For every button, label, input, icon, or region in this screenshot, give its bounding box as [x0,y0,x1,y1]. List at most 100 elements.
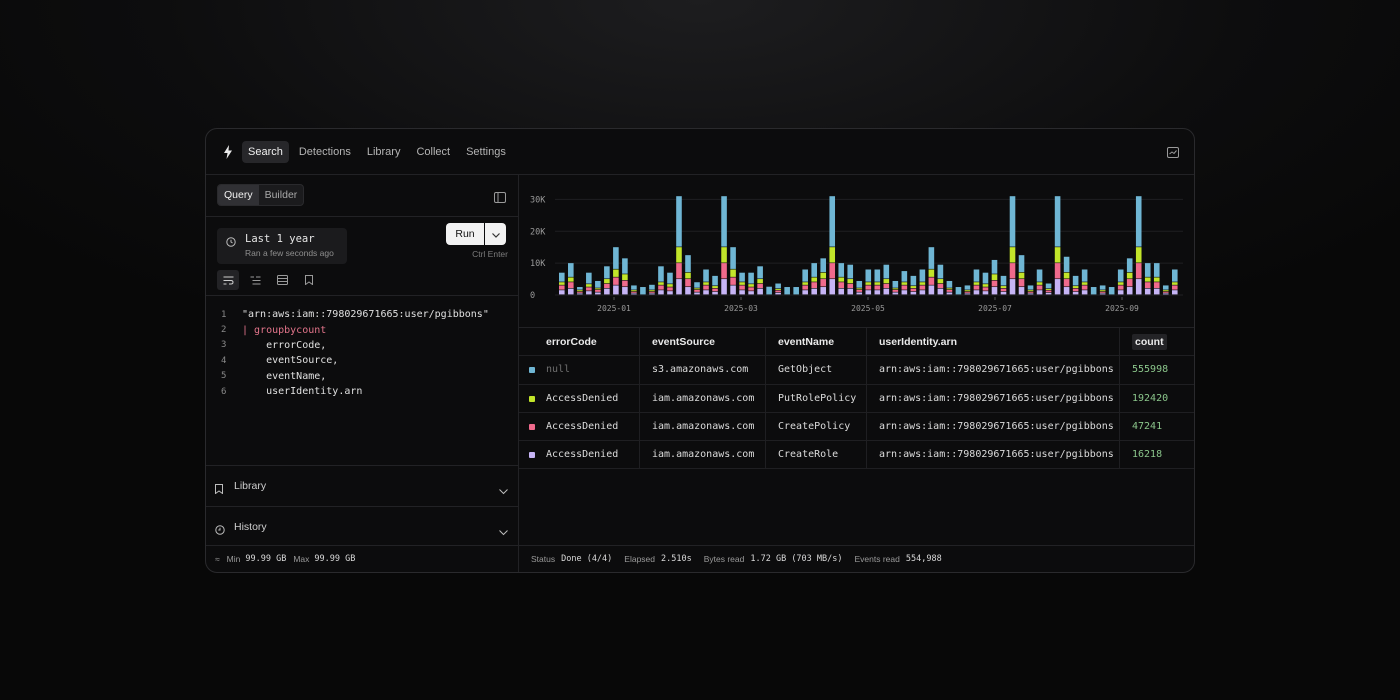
histogram-bar[interactable] [676,279,682,295]
histogram-bar[interactable] [694,288,700,290]
histogram-bar[interactable] [586,272,592,284]
histogram-bar[interactable] [703,290,709,295]
histogram-bar[interactable] [901,285,908,290]
histogram-bar[interactable] [973,285,980,290]
histogram-bar[interactable] [775,288,781,290]
histogram-bar[interactable] [559,290,565,295]
histogram-bar[interactable] [919,285,926,290]
histogram-bar[interactable] [730,277,736,285]
histogram-bar[interactable] [1171,282,1178,285]
histogram-bar[interactable] [1108,287,1115,295]
histogram-bar[interactable] [820,272,827,279]
histogram-bar[interactable] [973,290,980,295]
code-line[interactable]: 5 eventName, [206,369,518,384]
histogram-bar[interactable] [820,258,827,273]
histogram-bar[interactable] [937,264,944,279]
histogram-bar[interactable] [1153,277,1160,282]
histogram-bar[interactable] [703,282,709,285]
histogram-bar[interactable] [856,289,863,292]
histogram-bar[interactable] [568,277,574,282]
run-options-button[interactable] [485,223,506,245]
histogram-bar[interactable] [955,287,962,295]
histogram-bar[interactable] [910,286,917,289]
histogram-bar[interactable] [694,282,700,288]
histogram-bar[interactable] [604,279,610,284]
histogram-bar[interactable] [964,293,971,295]
library-accordion[interactable]: Library [206,465,518,506]
histogram-bar[interactable] [946,292,953,295]
histogram-bar[interactable] [856,292,863,295]
histogram-bar[interactable] [856,288,863,290]
histogram-bar[interactable] [595,288,601,290]
histogram-bar[interactable] [676,263,682,279]
histogram-bar[interactable] [964,291,971,293]
histogram-bar[interactable] [1045,292,1052,295]
histogram-bar[interactable] [811,282,817,289]
histogram-bar[interactable] [1090,287,1097,295]
histogram-bar[interactable] [685,287,691,295]
histogram-bar[interactable] [622,280,628,287]
histogram-bar[interactable] [676,196,682,247]
histogram-bar[interactable] [586,287,592,291]
histogram-bar[interactable] [559,285,565,290]
histogram-bar[interactable] [1072,288,1079,292]
sidebar-toggle-icon[interactable] [494,190,506,203]
histogram-bar[interactable] [1126,272,1133,279]
histogram-bar[interactable] [847,279,854,284]
histogram-bar[interactable] [874,282,881,285]
histogram-bar[interactable] [1054,279,1061,295]
histogram-bar[interactable] [604,266,610,279]
histogram-bar[interactable] [622,274,628,281]
histogram-bar[interactable] [1018,255,1025,273]
histogram-bar[interactable] [676,247,682,263]
histogram-bar[interactable] [982,287,989,291]
histogram-bar[interactable] [865,269,872,282]
column-header-errorcode[interactable]: errorCode [519,328,640,356]
histogram-bar[interactable] [883,264,890,279]
histogram-bar[interactable] [577,290,583,292]
histogram-bar[interactable] [928,247,935,269]
code-line[interactable]: 6 userIdentity.arn [206,384,518,399]
histogram-bar[interactable] [595,280,601,288]
code-line[interactable]: 3 errorCode, [206,338,518,353]
histogram-bar[interactable] [892,288,899,290]
histogram-bar[interactable] [703,269,709,282]
histogram-bar[interactable] [892,280,899,288]
histogram-bar[interactable] [712,275,718,286]
histogram-bar[interactable] [1099,291,1106,293]
histogram-bar[interactable] [712,291,718,295]
histogram-bar[interactable] [946,289,953,292]
histogram-bar[interactable] [613,277,619,285]
histogram-bar[interactable] [739,285,745,290]
histogram-bar[interactable] [1009,279,1016,295]
histogram-bar[interactable] [1009,196,1016,247]
histogram-bar[interactable] [883,288,890,295]
histogram-bar[interactable] [838,288,845,295]
histogram-bar[interactable] [739,290,745,295]
histogram-bar[interactable] [991,259,998,274]
histogram-bar[interactable] [568,282,574,289]
histogram-bar[interactable] [730,269,736,277]
table-row[interactable]: AccessDenied iam.amazonaws.com CreatePolic… [519,412,1194,442]
histogram-bar[interactable] [874,285,881,290]
histogram-bar[interactable] [766,286,772,295]
histogram-bar[interactable] [838,263,845,277]
histogram-bar[interactable] [1036,290,1043,295]
histogram-bar[interactable] [1018,272,1025,279]
histogram-bar[interactable] [685,272,691,279]
histogram-bar[interactable] [829,279,836,295]
histogram-bar[interactable] [1036,285,1043,290]
histogram-bar[interactable] [982,272,989,284]
histogram-bar[interactable] [667,291,673,295]
lightning-logo-icon[interactable] [220,144,236,160]
mode-query-tab[interactable]: Query [218,185,259,205]
histogram-bar[interactable] [1171,269,1178,282]
histogram-bar[interactable] [613,247,619,269]
histogram-bar[interactable] [667,287,673,291]
histogram-bar[interactable] [1162,285,1169,290]
histogram-bar[interactable] [1117,269,1124,282]
histogram-bar[interactable] [631,293,637,295]
histogram-bar[interactable] [649,293,655,295]
histogram-bar[interactable] [1018,287,1025,295]
histogram-bar[interactable] [1135,196,1142,247]
